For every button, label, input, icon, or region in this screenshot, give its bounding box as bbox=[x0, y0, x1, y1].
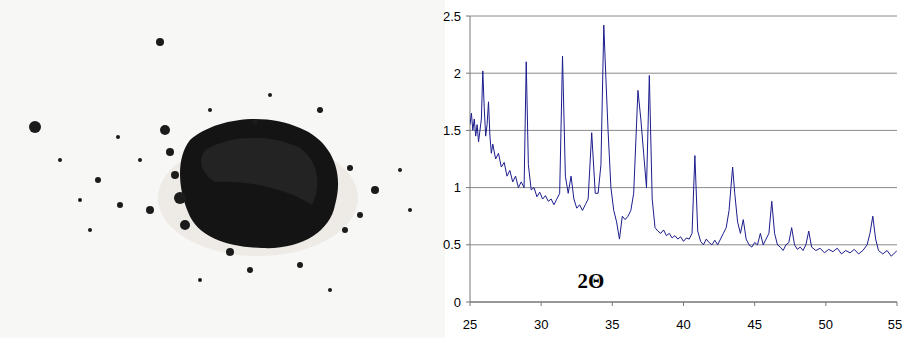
x-tick bbox=[612, 302, 613, 306]
y-tick-label: 1 bbox=[454, 180, 461, 195]
powder-grain bbox=[117, 202, 123, 208]
powder-grain bbox=[408, 208, 412, 212]
y-tick-label: 0.5 bbox=[443, 237, 461, 252]
powder-grain bbox=[371, 186, 379, 194]
powder-grain bbox=[208, 108, 212, 112]
y-axis bbox=[470, 16, 471, 302]
page: 0 0.5 1 1.5 2 2.5 25 30 35 40 45 50 55 2Θ bbox=[0, 0, 907, 338]
y-tick-label: 1.5 bbox=[443, 123, 461, 138]
powder-grain bbox=[146, 206, 154, 214]
powder-grain bbox=[171, 171, 179, 179]
plot-area bbox=[470, 25, 897, 256]
powder-grain bbox=[342, 227, 348, 233]
powder-grain bbox=[166, 148, 174, 156]
y-tick bbox=[466, 244, 470, 245]
powder-grain bbox=[95, 177, 101, 183]
powder-grain bbox=[88, 228, 92, 232]
powder-grain bbox=[268, 93, 272, 97]
x-tick bbox=[754, 302, 755, 306]
x-tick-label: 30 bbox=[534, 317, 548, 332]
powder-pile bbox=[180, 119, 338, 248]
x-tick-label: 50 bbox=[819, 317, 833, 332]
y-tick bbox=[466, 73, 470, 74]
y-tick bbox=[466, 16, 470, 17]
powder-grain bbox=[347, 165, 353, 171]
powder-grain bbox=[116, 135, 120, 139]
x-tick-label: 25 bbox=[463, 317, 477, 332]
grid-line bbox=[470, 16, 897, 17]
y-tick bbox=[466, 302, 470, 303]
x-tick-label: 55 bbox=[888, 317, 902, 332]
x-tick bbox=[825, 302, 826, 306]
powder-grain bbox=[156, 38, 164, 46]
x-tick-label: 45 bbox=[747, 317, 761, 332]
powder-photo bbox=[0, 0, 445, 338]
y-tick-label: 0 bbox=[454, 295, 461, 310]
y-tick-label: 2 bbox=[454, 66, 461, 81]
powder-grain bbox=[58, 158, 62, 162]
x-tick bbox=[683, 302, 684, 306]
powder-grain bbox=[29, 121, 41, 133]
powder-grain bbox=[138, 158, 142, 162]
powder-grain bbox=[297, 262, 303, 268]
x-tick bbox=[897, 302, 898, 306]
powder-grain bbox=[174, 192, 186, 204]
x-tick-label: 35 bbox=[605, 317, 619, 332]
powder-grain bbox=[180, 220, 190, 230]
powder-grain bbox=[198, 278, 202, 282]
y-tick bbox=[466, 130, 470, 131]
x-axis-label: 2Θ bbox=[578, 269, 605, 293]
powder-grain bbox=[78, 198, 82, 202]
x-tick-label: 40 bbox=[676, 317, 690, 332]
powder-grain bbox=[357, 212, 363, 218]
powder-grain bbox=[252, 119, 258, 125]
powder-grain bbox=[247, 267, 253, 273]
y-tick bbox=[466, 187, 470, 188]
powder-grain bbox=[226, 248, 234, 256]
grid-line bbox=[470, 244, 897, 245]
x-tick bbox=[470, 302, 471, 306]
xrd-line bbox=[470, 25, 897, 256]
y-tick-label: 2.5 bbox=[443, 9, 461, 24]
chart: 0 0.5 1 1.5 2 2.5 25 30 35 40 45 50 55 2Θ bbox=[443, 9, 902, 333]
powder-highlight bbox=[201, 138, 317, 205]
photo-background bbox=[0, 0, 445, 338]
grid-line bbox=[470, 73, 897, 74]
x-tick bbox=[541, 302, 542, 306]
powder-grain bbox=[317, 107, 323, 113]
powder-grain bbox=[398, 168, 402, 172]
powder-grain bbox=[328, 288, 332, 292]
powder-grain bbox=[160, 125, 170, 135]
grid-line bbox=[470, 130, 897, 131]
